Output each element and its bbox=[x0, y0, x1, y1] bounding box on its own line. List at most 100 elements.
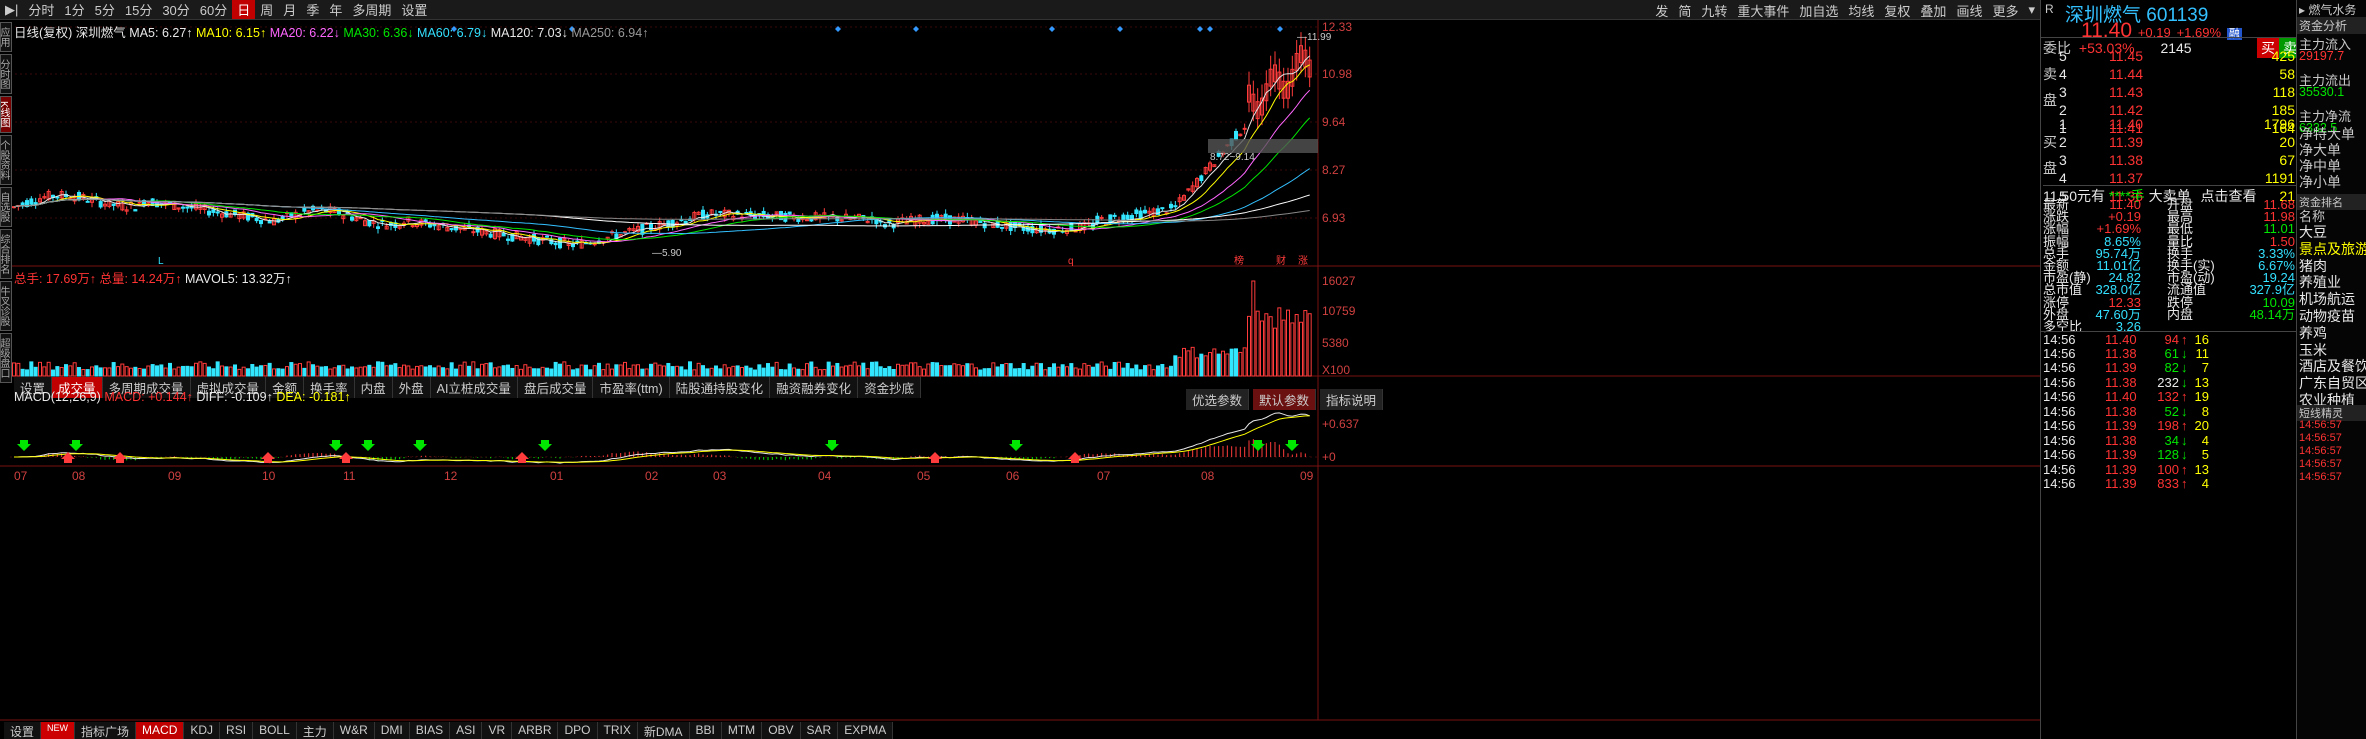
period-tab[interactable]: 季 bbox=[306, 3, 320, 18]
bottom-tab[interactable]: BIAS bbox=[410, 722, 451, 739]
period-tab[interactable]: 日 bbox=[232, 0, 256, 19]
promo-view[interactable]: 点击查看 bbox=[2200, 188, 2257, 204]
news-time[interactable]: 14:56:57 bbox=[2299, 432, 2342, 444]
bottom-tab[interactable]: NEW bbox=[41, 722, 76, 739]
toolbar-action[interactable]: 简 bbox=[1678, 3, 1692, 19]
toolbar-action[interactable]: 画线 bbox=[1956, 3, 1983, 19]
rank-item[interactable]: 玉米 bbox=[2299, 341, 2327, 358]
news-time[interactable]: 14:56:57 bbox=[2299, 458, 2342, 470]
indicator-tab[interactable]: 金额 bbox=[266, 377, 305, 398]
rank-item[interactable]: 景点及旅游 bbox=[2299, 240, 2366, 257]
macd-param-button[interactable]: 指标说明 bbox=[1320, 389, 1384, 410]
indicator-tab[interactable]: 设置 bbox=[14, 377, 53, 398]
indicator-tab[interactable]: 资金抄底 bbox=[858, 377, 922, 398]
macd-param-button[interactable]: 优选参数 bbox=[1186, 389, 1250, 410]
kline-chart-area[interactable]: 12.33 10.98 9.64 8.27 6.93 16027 10759 5380 X100… bbox=[0, 0, 2040, 739]
bid-level[interactable]: 1 11.40 1796 bbox=[2041, 116, 2297, 134]
bottom-tab[interactable]: MTM bbox=[722, 722, 763, 739]
period-tab[interactable]: 60分 bbox=[199, 3, 228, 18]
toolbar-action[interactable]: 发 bbox=[1655, 3, 1669, 19]
bottom-tab[interactable]: BOLL bbox=[253, 722, 297, 739]
indicator-tab[interactable]: 融资融券变化 bbox=[770, 377, 859, 398]
indicator-tab[interactable]: 外盘 bbox=[393, 377, 431, 398]
bottom-tab[interactable]: TRIX bbox=[598, 722, 638, 739]
sidebar-header[interactable]: ▸ 燃气水务 bbox=[2299, 1, 2356, 18]
news-time[interactable]: 14:56:57 bbox=[2299, 471, 2342, 483]
bottom-tab[interactable]: ASI bbox=[450, 722, 483, 739]
left-tab[interactable]: 综合排名 bbox=[0, 228, 12, 279]
rank-item[interactable]: 机场航运 bbox=[2299, 291, 2355, 308]
toolbar-action[interactable]: 叠加 bbox=[1920, 3, 1947, 19]
left-tab[interactable]: 分时图 bbox=[0, 54, 12, 94]
rank-item[interactable]: 酒店及餐饮 bbox=[2299, 358, 2366, 375]
rank-item[interactable]: 猪肉 bbox=[2299, 257, 2327, 274]
toolbar-action[interactable]: 复权 bbox=[1884, 3, 1911, 19]
buy-button[interactable]: 买 bbox=[2257, 38, 2279, 58]
bottom-tab[interactable]: EXPMA bbox=[838, 722, 894, 739]
period-tab[interactable]: 5分 bbox=[94, 3, 115, 18]
rank-item[interactable]: 养鸡 bbox=[2299, 324, 2327, 341]
period-tab[interactable]: 15分 bbox=[124, 3, 153, 18]
indicator-tab[interactable]: AI立桩成交量 bbox=[431, 377, 518, 398]
ask-level[interactable]: 5 11.45 425 bbox=[2041, 48, 2297, 66]
bid-level[interactable]: 2 11.39 20 bbox=[2041, 134, 2297, 152]
indicator-tab[interactable]: 成交量 bbox=[52, 377, 103, 398]
bottom-tab[interactable]: 主力 bbox=[297, 722, 334, 739]
bottom-tab[interactable]: VR bbox=[482, 722, 513, 739]
collapse-icon[interactable]: ▸ bbox=[2299, 3, 2306, 17]
bottom-tab[interactable]: 设置 bbox=[4, 722, 42, 739]
indicator-tab[interactable]: 内盘 bbox=[355, 377, 393, 398]
period-tab[interactable]: 月 bbox=[283, 3, 297, 18]
bottom-tab[interactable]: 新DMA bbox=[638, 722, 690, 739]
left-tab[interactable]: 超级盘口 bbox=[0, 332, 12, 383]
bottom-tab[interactable]: DMI bbox=[375, 722, 410, 739]
toolbar-action[interactable]: 均线 bbox=[1848, 3, 1875, 19]
indicator-tab[interactable]: 陆股通持股变化 bbox=[670, 377, 771, 398]
rank-item[interactable]: 动物疫苗 bbox=[2299, 308, 2355, 324]
period-tab[interactable]: 分时 bbox=[28, 3, 55, 18]
dropdown-icon[interactable]: ▾ bbox=[2028, 2, 2035, 17]
sell-button[interactable]: 卖 bbox=[2279, 38, 2301, 58]
period-tab[interactable]: 周 bbox=[260, 3, 274, 18]
rank-item[interactable]: 农业种植 bbox=[2299, 392, 2355, 408]
period-tab[interactable]: 设置 bbox=[401, 3, 428, 18]
bottom-tab[interactable]: BBI bbox=[690, 722, 722, 739]
period-tab[interactable]: 30分 bbox=[162, 3, 190, 18]
toolbar-pin-icon[interactable]: ▶| bbox=[5, 1, 19, 17]
left-tab[interactable]: 应用 bbox=[0, 22, 12, 52]
bottom-tab[interactable]: MACD bbox=[136, 722, 185, 739]
bottom-tab[interactable]: OBV bbox=[762, 722, 801, 739]
bid-level[interactable]: 5 11.36 21 bbox=[2041, 188, 2297, 206]
news-time[interactable]: 14:56:57 bbox=[2299, 419, 2342, 431]
left-tab[interactable]: 自选股 bbox=[0, 186, 12, 227]
rank-item[interactable]: 广东自贸区 bbox=[2299, 375, 2366, 392]
bottom-tab[interactable]: ARBR bbox=[512, 722, 559, 739]
ask-level[interactable]: 4 11.44 58 bbox=[2041, 66, 2297, 84]
bottom-tab[interactable]: W&R bbox=[334, 722, 375, 739]
left-tab[interactable]: 个股资料 bbox=[0, 134, 12, 185]
indicator-tab[interactable]: 市盈率(ttm) bbox=[593, 377, 670, 398]
bottom-tab[interactable]: SAR bbox=[801, 722, 839, 739]
bottom-tab[interactable]: KDJ bbox=[184, 722, 221, 739]
bottom-tab[interactable]: 指标广场 bbox=[75, 722, 137, 739]
toolbar-action[interactable]: 更多 bbox=[1992, 3, 2019, 19]
ask-level[interactable]: 3 11.43 118 bbox=[2041, 84, 2297, 102]
news-time[interactable]: 14:56:57 bbox=[2299, 445, 2342, 457]
ask-level[interactable]: 2 11.42 185 bbox=[2041, 102, 2297, 120]
toolbar-action[interactable]: 九转 bbox=[1701, 3, 1728, 19]
indicator-tab[interactable]: 盘后成交量 bbox=[518, 377, 594, 398]
bottom-tab[interactable]: DPO bbox=[558, 722, 598, 739]
bid-level[interactable]: 3 11.38 67 bbox=[2041, 152, 2297, 170]
ask-level[interactable]: 1 11.41 164 bbox=[2041, 120, 2297, 138]
fund-analysis-tab[interactable]: 资金分析 bbox=[2297, 17, 2366, 34]
promo-row[interactable]: 11.50元有 ****手 大卖单 点击查看 bbox=[2043, 185, 2299, 204]
rank-item[interactable]: 大豆 bbox=[2299, 224, 2327, 240]
period-tab[interactable]: 年 bbox=[329, 3, 343, 18]
indicator-tab[interactable]: 换手率 bbox=[304, 377, 355, 398]
toolbar-action[interactable]: 重大事件 bbox=[1737, 3, 1790, 19]
left-tab[interactable]: 牛叉诊股 bbox=[0, 280, 12, 331]
toolbar-action[interactable]: 加自选 bbox=[1799, 3, 1839, 19]
bottom-tab[interactable]: RSI bbox=[220, 722, 254, 739]
indicator-tab[interactable]: 多周期成交量 bbox=[103, 377, 191, 398]
macd-param-button[interactable]: 默认参数 bbox=[1253, 389, 1317, 410]
